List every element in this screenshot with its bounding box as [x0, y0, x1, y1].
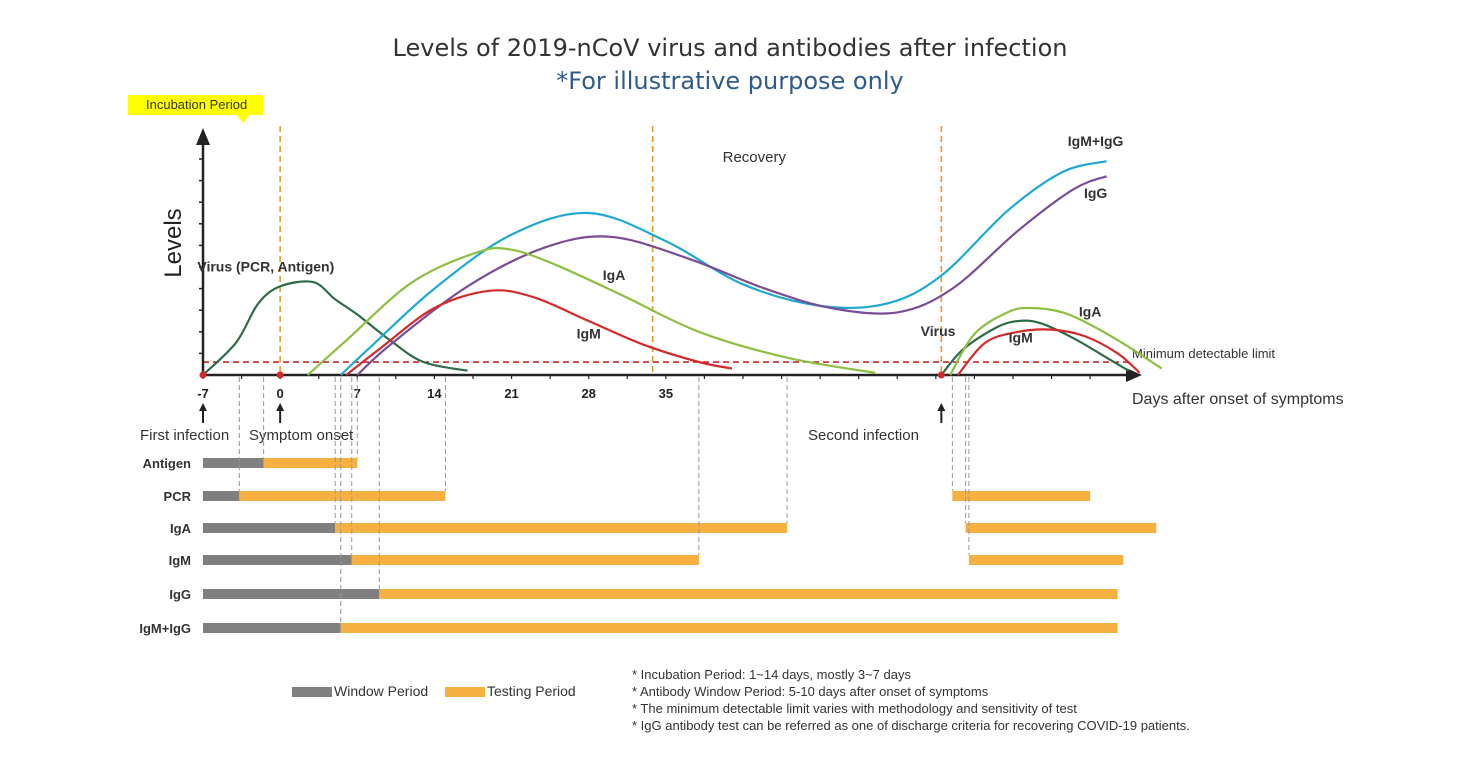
x-tick-label: 35: [659, 386, 673, 401]
window-bar: [203, 491, 240, 501]
series-line-virus-0: [202, 280, 468, 376]
legend-testing-label: Testing Period: [487, 683, 576, 699]
timeline-row-label: IgG: [169, 587, 191, 602]
min-limit-label: Minimum detectable limit: [1132, 346, 1275, 361]
footnotes: * Incubation Period: 1~14 days, mostly 3…: [632, 666, 1190, 734]
series-label-6: IgA: [1079, 304, 1102, 320]
testing-bar: [239, 491, 446, 501]
event-label-second-infection: Second infection: [808, 427, 919, 444]
series-label-0: Virus (PCR, Antigen): [197, 258, 334, 274]
x-axis-arrow: [1126, 368, 1142, 382]
testing-bar: [379, 589, 1118, 599]
event-label-first-infection: First infection: [140, 427, 229, 444]
testing-bar-second: [965, 523, 1157, 533]
event-arrowhead-0: [199, 403, 207, 411]
series-label-4: IgM: [577, 325, 601, 341]
legend-testing-swatch: [445, 687, 485, 698]
series-line-igm-7: [957, 328, 1141, 376]
series-line-igg-2: [356, 175, 1107, 376]
testing-bar-second: [952, 491, 1091, 501]
footnote: * Antibody Window Period: 5-10 days afte…: [632, 684, 989, 699]
timeline-row-label: IgA: [170, 521, 192, 536]
event-dot-1: [276, 371, 284, 379]
series-line-iga-3: [306, 246, 876, 376]
x-tick-label: 14: [427, 386, 442, 401]
window-bar: [203, 458, 264, 468]
testing-bar: [335, 523, 788, 533]
x-tick-label: 21: [504, 386, 518, 401]
window-bar: [203, 523, 336, 533]
event-dot-2: [937, 371, 945, 379]
event-label-symptom-onset: Symptom onset: [249, 427, 354, 444]
legend-window: Window Period: [292, 683, 428, 699]
series-label-2: IgG: [1084, 185, 1107, 201]
window-bar: [203, 555, 352, 565]
timeline-row-label: IgM+IgG: [139, 621, 191, 636]
y-axis-arrow: [196, 128, 210, 145]
recovery-label: Recovery: [723, 149, 787, 166]
series-line-iga-6: [949, 306, 1163, 376]
x-tick-label: 0: [277, 386, 284, 401]
testing-bar: [263, 458, 358, 468]
window-bar: [203, 589, 380, 599]
legend-window-label: Window Period: [334, 683, 429, 699]
timeline-row-label: PCR: [164, 489, 192, 504]
legend-testing: Testing Period: [445, 683, 576, 699]
series-line-igm-4: [345, 289, 733, 376]
window-bar: [203, 623, 341, 633]
event-arrowhead-1: [276, 403, 285, 411]
series-label-7: IgM: [1009, 330, 1033, 346]
series-label-3: IgA: [603, 267, 626, 283]
chart-subtitle: *For illustrative purpose only: [556, 67, 904, 95]
testing-bar: [340, 623, 1118, 633]
x-tick-label: -7: [197, 386, 209, 401]
event-arrowhead-2: [937, 403, 946, 411]
legend-window-swatch: [292, 687, 332, 698]
y-axis-label: Levels: [160, 208, 187, 277]
x-tick-label: 28: [581, 386, 595, 401]
footnote: * The minimum detectable limit varies wi…: [632, 701, 1077, 716]
x-axis-label: Days after onset of symptoms: [1132, 391, 1344, 408]
series-line-igm_igg-1: [340, 160, 1107, 376]
event-dot-0: [199, 371, 207, 379]
series-label-5: Virus: [921, 323, 956, 339]
chart-title: Levels of 2019-nCoV virus and antibodies…: [392, 34, 1068, 62]
footnote: * Incubation Period: 1~14 days, mostly 3…: [632, 667, 911, 682]
testing-bar: [351, 555, 699, 565]
timeline-row-label: Antigen: [143, 456, 191, 471]
series-label-1: IgM+IgG: [1068, 133, 1124, 149]
incubation-period-callout: Incubation Period: [128, 95, 264, 123]
footnote: * IgG antibody test can be referred as o…: [632, 718, 1190, 733]
testing-bar-second: [968, 555, 1124, 565]
timeline-row-label: IgM: [169, 553, 191, 568]
